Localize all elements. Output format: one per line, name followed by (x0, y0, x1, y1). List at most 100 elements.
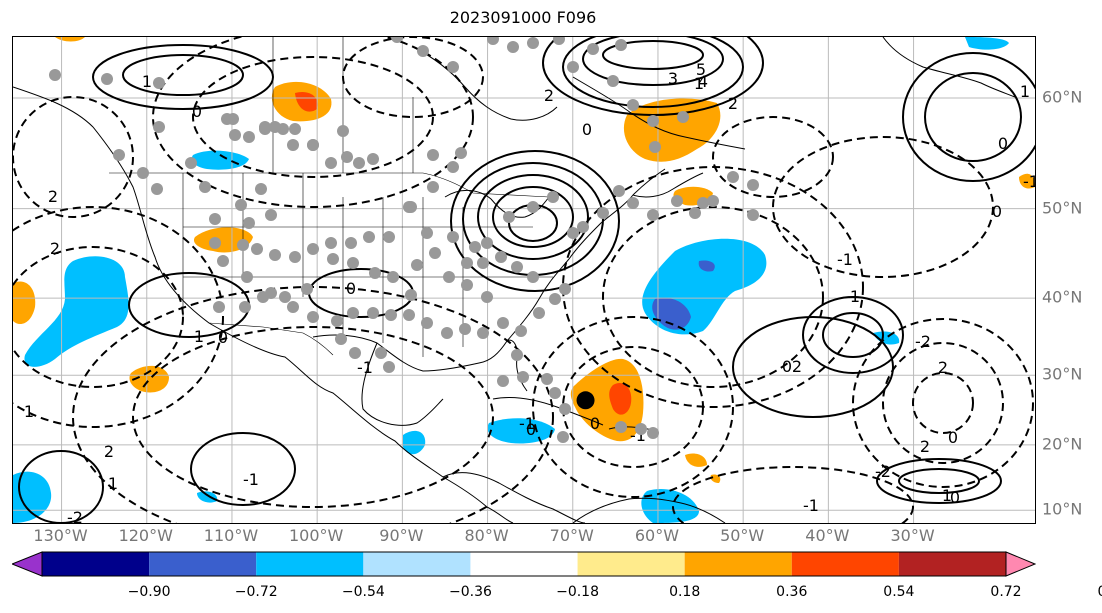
station-dot (459, 323, 471, 335)
contour-value-label: 3 (668, 69, 678, 88)
station-dot (477, 257, 489, 269)
contour-pacific-tropics (18, 450, 104, 523)
solid-contours (18, 37, 1035, 523)
station-dot (403, 309, 415, 321)
colorbar-outline (41, 551, 1007, 577)
station-dot (287, 139, 299, 151)
station-dot (549, 293, 561, 305)
station-dot (269, 121, 281, 133)
station-dot (411, 259, 423, 271)
map-canvas: 2101020-113452120102-220-10120-1-210-1-1… (13, 37, 1035, 523)
contour-east-greenland-2 (924, 72, 1022, 162)
station-dot (353, 157, 365, 169)
station-dot (615, 39, 627, 51)
colorbar-tick-label: −0.90 (127, 584, 171, 600)
contour-azores-1 (802, 296, 904, 374)
station-dot (647, 209, 659, 221)
coast-central-america (442, 472, 586, 523)
station-dot (481, 237, 493, 249)
shade-blue-pacific-tropics (13, 471, 52, 523)
station-dot (243, 131, 255, 143)
contour-tropical-atlantic-2 (898, 468, 980, 494)
contour-dash-3 (13, 246, 184, 388)
longitude-label: 40°W (805, 526, 850, 545)
station-dot (441, 327, 453, 339)
station-dot (367, 307, 379, 319)
contour-value-label: 0 (590, 414, 600, 433)
coastlines (13, 37, 1016, 523)
station-dot (101, 73, 113, 85)
station-dot (469, 241, 481, 253)
us-canada-border (109, 172, 550, 198)
shade-red-pacific-nw (295, 91, 318, 112)
contour-value-label: 2 (792, 357, 802, 376)
colorbar-extend-min (12, 551, 43, 577)
coast-gulf (312, 334, 528, 392)
contour-dash-4 (13, 206, 224, 428)
shade-blue-small-tropics (197, 491, 218, 503)
contour-mexico-pacific (190, 432, 296, 506)
contour-hudson-3 (582, 37, 724, 86)
colorbar-tick-label: 0.36 (776, 584, 808, 600)
station-dot (235, 199, 247, 211)
station-dot (325, 237, 337, 249)
coast-mexico-yucatan (361, 342, 444, 426)
shade-orange-antilles2 (710, 474, 721, 483)
station-dot (199, 181, 211, 193)
contour-value-label: 1 (194, 327, 204, 346)
station-dot (213, 301, 225, 313)
station-dot (257, 291, 269, 303)
contour-value-label: 4 (698, 72, 708, 91)
colorbar (12, 551, 1036, 577)
station-dot (443, 271, 455, 283)
longitude-label: 120°W (118, 526, 173, 545)
station-dot (677, 111, 689, 123)
station-dot (747, 179, 759, 191)
latitude-label: 30°N (1042, 364, 1083, 384)
station-dot (417, 45, 429, 57)
station-dot (387, 271, 399, 283)
contour-dash-17 (342, 37, 484, 118)
station-dot (113, 149, 125, 161)
map-title: 2023091000 F096 (449, 8, 597, 27)
station-dot (289, 251, 301, 263)
contour-value-label: 0 (346, 279, 356, 298)
contour-dash-6 (72, 286, 554, 523)
contour-value-label: 2 (48, 187, 58, 206)
station-dot (209, 213, 221, 225)
colorbar-segment (149, 552, 257, 576)
contour-dash-13 (912, 372, 974, 434)
colorbar-extend-max (1005, 551, 1036, 577)
contour-value-label: -1 (357, 358, 373, 377)
station-dot (533, 307, 545, 319)
colorbar-segment (470, 552, 578, 576)
contour-value-label: -1 (837, 250, 853, 269)
contour-dash-12 (852, 318, 1034, 488)
colorbar-tick-label: −0.18 (556, 584, 599, 600)
contour-value-label: 0 (948, 428, 958, 447)
station-dot (337, 125, 349, 137)
storm-center-marker (576, 391, 595, 410)
contour-value-label: -2 (915, 332, 931, 351)
contour-value-label: 1 (850, 287, 860, 306)
station-dot (251, 243, 263, 255)
station-dot (265, 209, 277, 221)
station-dot (635, 423, 647, 435)
station-dot (335, 333, 347, 345)
station-dot (421, 317, 433, 329)
station-dot (325, 157, 337, 169)
contour-east-greenland-1 (902, 52, 1035, 182)
station-dot (287, 301, 299, 313)
station-dot (447, 161, 459, 173)
station-dot (307, 139, 319, 151)
latitude-label: 10°N (1042, 499, 1083, 519)
station-dot (405, 289, 417, 301)
latitude-label: 20°N (1042, 434, 1083, 454)
station-dot (153, 77, 165, 89)
station-dot (307, 243, 319, 255)
contour-dash-18 (13, 96, 134, 218)
station-dot (383, 361, 395, 373)
latitude-label: 60°N (1042, 87, 1083, 107)
station-dot (497, 317, 509, 329)
station-dot (597, 207, 609, 219)
